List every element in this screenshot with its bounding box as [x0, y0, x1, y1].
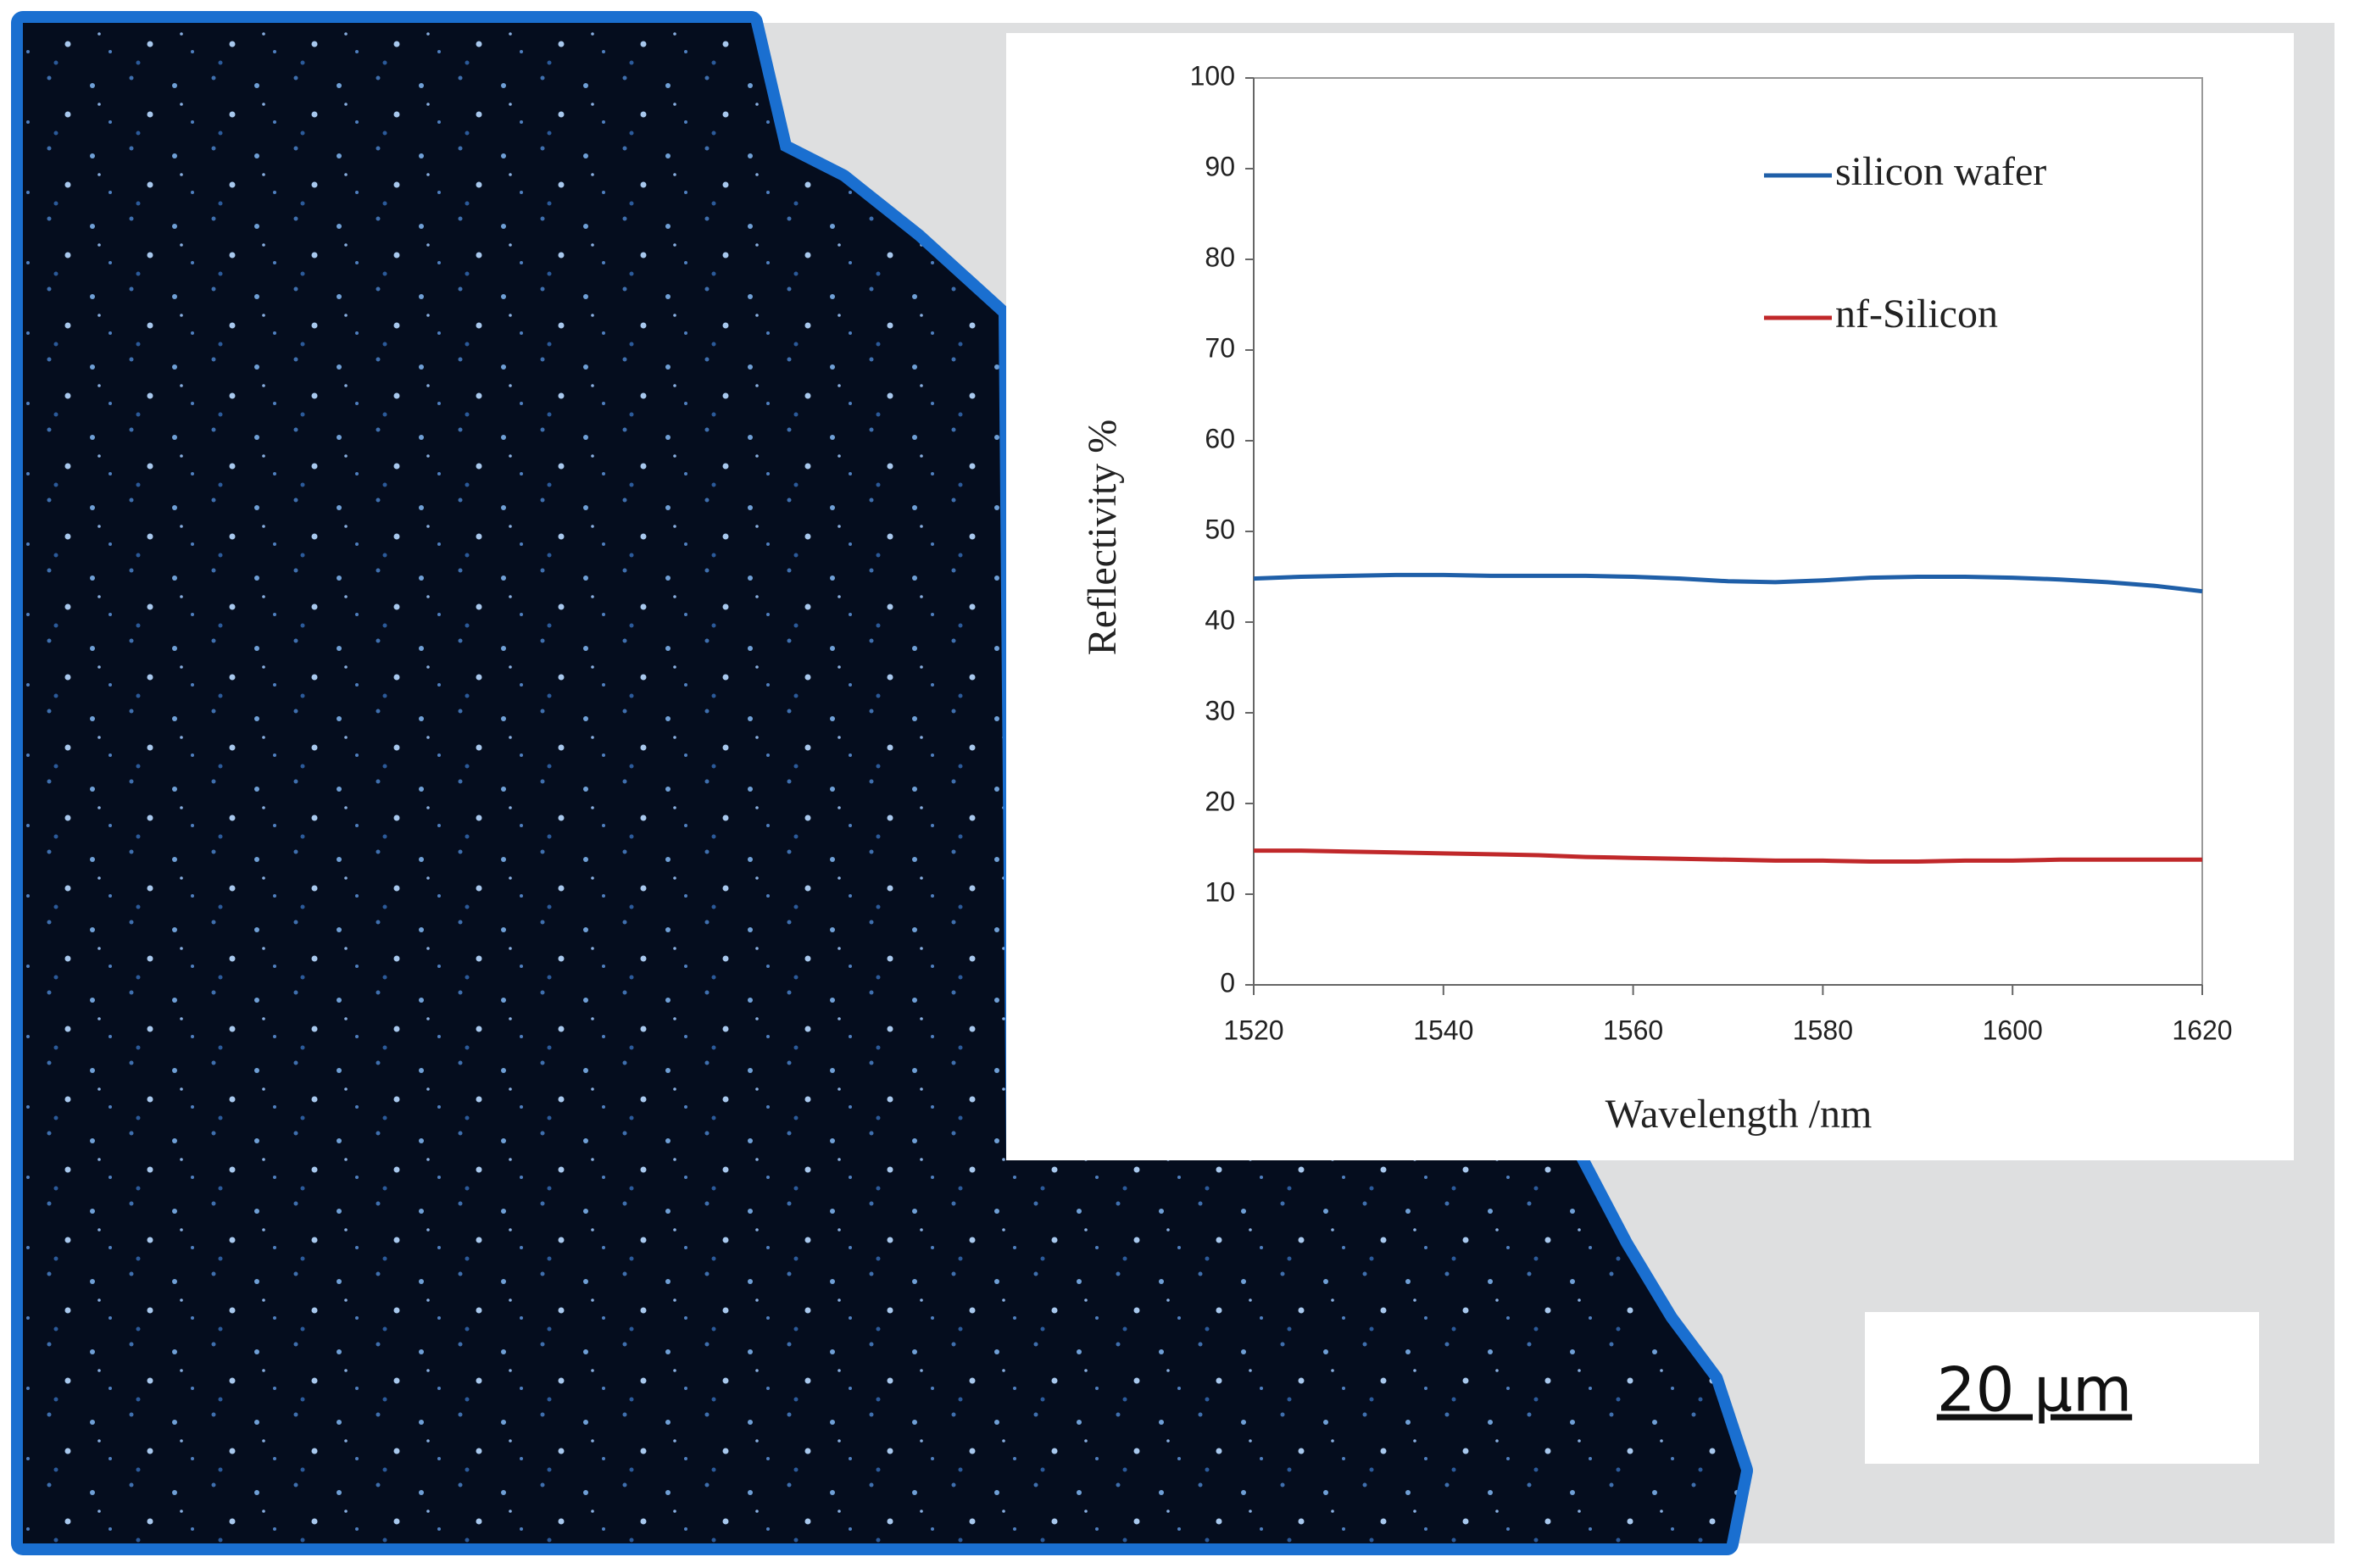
y-tick-label: 20 — [1205, 786, 1235, 816]
data-line — [1253, 572, 2203, 594]
x-tick-label: 1540 — [1413, 1015, 1473, 1045]
x-axis-label: Wavelength /nm — [1606, 1092, 1873, 1137]
scale-bar-box — [1865, 1312, 2259, 1464]
x-tick-label: 1620 — [2172, 1015, 2232, 1045]
inset-panel — [1006, 33, 2294, 1160]
x-tick-label: 1560 — [1603, 1015, 1663, 1045]
y-tick-label: 100 — [1190, 60, 1235, 91]
y-axis-label: Reflectivity % — [1080, 420, 1125, 656]
data-line — [1254, 848, 2202, 864]
scale-bar: 20 μm — [1937, 1354, 2132, 1426]
x-tick-label: 1520 — [1223, 1015, 1283, 1045]
silicon-region-fill — [23, 23, 1741, 1543]
y-tick-label: 30 — [1205, 695, 1235, 726]
y-tick-label: 60 — [1205, 423, 1235, 453]
x-tick-label: 1600 — [1983, 1015, 2043, 1045]
y-tick-label: 70 — [1205, 332, 1235, 363]
x-tick-label: 1580 — [1793, 1015, 1853, 1045]
legend-label: silicon wafer — [1835, 149, 2046, 194]
legend-label: nf-Silicon — [1835, 292, 1998, 336]
y-tick-label: 40 — [1205, 604, 1235, 635]
y-tick-label: 50 — [1205, 514, 1235, 544]
y-tick-label: 0 — [1220, 967, 1235, 998]
y-tick-label: 80 — [1205, 242, 1235, 272]
y-tick-label: 90 — [1205, 151, 1235, 181]
y-tick-label: 10 — [1205, 876, 1235, 907]
